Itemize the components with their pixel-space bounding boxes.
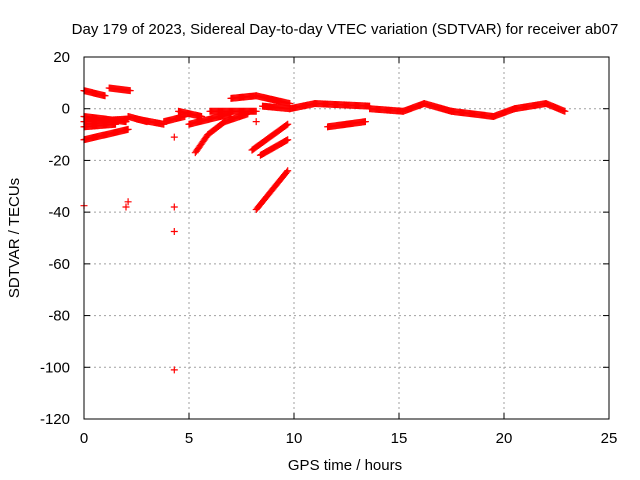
y-tick-label: -120: [40, 411, 70, 428]
grid: [84, 57, 609, 419]
data-point: [284, 136, 292, 144]
plot-area: [80, 84, 569, 374]
y-tick-label: 0: [62, 101, 70, 118]
data-point: [126, 87, 134, 95]
y-tick-label: 20: [53, 49, 70, 66]
data-point: [252, 118, 260, 126]
data-point: [170, 133, 178, 141]
data-point: [361, 118, 369, 126]
axis-ticks: 0 5 10 15 20 25 20 0 -20 -40 -60 -80 -100 -120: [40, 49, 617, 447]
x-tick-label: 0: [80, 430, 88, 447]
y-tick-label: -20: [48, 152, 70, 169]
data-point: [170, 366, 178, 374]
data-point: [283, 168, 291, 176]
data-point: [283, 121, 291, 129]
x-tick-label: 10: [286, 430, 303, 447]
x-tick-label: 25: [601, 430, 618, 447]
y-tick-label: -80: [48, 308, 70, 325]
data-point: [124, 198, 132, 206]
x-tick-label: 20: [496, 430, 513, 447]
data-point: [284, 167, 292, 175]
y-tick-label: -60: [48, 256, 70, 273]
x-tick-label: 15: [391, 430, 408, 447]
x-tick-label: 5: [185, 430, 193, 447]
data-point: [170, 203, 178, 211]
data-point: [124, 125, 132, 133]
data-point: [561, 107, 569, 115]
y-tick-label: -100: [40, 359, 70, 376]
chart-title: Day 179 of 2023, Sidereal Day-to-day VTE…: [72, 21, 619, 38]
data-point: [170, 228, 178, 236]
data-point: [122, 203, 130, 211]
data-point: [284, 120, 292, 128]
data-point: [252, 107, 260, 115]
y-tick-label: -40: [48, 204, 70, 221]
x-axis-label: GPS time / hours: [288, 457, 402, 474]
y-axis-label: SDTVAR / TECUs: [6, 178, 23, 298]
data-point: [101, 92, 109, 100]
data-point: [112, 120, 119, 128]
plot-frame: [83, 56, 610, 420]
